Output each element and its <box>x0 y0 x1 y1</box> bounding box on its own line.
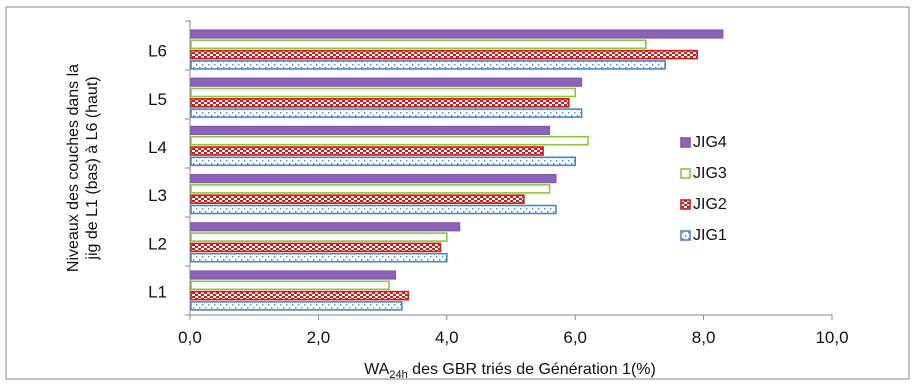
bar-l3-jig4 <box>190 174 557 184</box>
bar-l6-jig1 <box>190 60 666 70</box>
y-tick-label-l5: L5 <box>148 90 167 109</box>
bar-l1-jig3 <box>190 280 390 291</box>
legend-swatch-jig2 <box>680 199 691 210</box>
x-tick-label: 8,0 <box>692 328 716 347</box>
y-tick-label-l1: L1 <box>148 283 167 302</box>
legend-label-jig4: JIG4 <box>693 134 727 151</box>
legend-label-jig1: JIG1 <box>693 227 727 244</box>
x-axis-title-rest: des GBR triés de Génération 1(%) <box>408 361 656 378</box>
y-axis-title-line: Niveaux des couches dans la <box>65 64 82 272</box>
y-axis-title-text: Niveaux des couches dans la jig de L1 (ba… <box>65 64 101 272</box>
y-tick-label-l3: L3 <box>148 186 167 205</box>
bar-l4-jig1 <box>190 156 577 167</box>
x-tick-label: 4,0 <box>435 328 459 347</box>
legend-swatch-jig3 <box>680 168 691 179</box>
x-axis-title: WA24h des GBR triés de Génération 1(%) <box>364 361 656 381</box>
y-tick-label-l4: L4 <box>148 138 167 157</box>
bars-layer <box>190 29 724 311</box>
bar-l1-jig4 <box>190 270 397 280</box>
bar-l2-jig4 <box>190 222 461 232</box>
x-axis-title-text: WA24h des GBR triés de Génération 1(%) <box>364 361 656 381</box>
bar-l4-jig3 <box>190 135 589 146</box>
bar-l4-jig4 <box>190 125 551 136</box>
bar-l2-jig2 <box>190 242 442 253</box>
legend-swatch-jig4 <box>680 137 691 148</box>
y-axis-title-line: jig de L1 (bas) à L6 (haut) <box>84 76 101 260</box>
bar-l5-jig4 <box>190 77 583 87</box>
axes-layer: L1 L2 L3 L4 L5 L6 0,0 2,0 4,0 6,0 8,0 10,0 <box>148 20 849 347</box>
y-tick-label-l6: L6 <box>148 42 167 61</box>
x-tick-label: 10,0 <box>815 328 848 347</box>
bar-l2-jig3 <box>190 232 448 242</box>
bar-l6-jig3 <box>190 39 647 50</box>
legend-label-jig3: JIG3 <box>693 165 727 182</box>
bar-l5-jig2 <box>190 98 570 108</box>
bar-l3-jig2 <box>190 194 525 204</box>
x-tick-label: 2,0 <box>307 328 331 347</box>
x-tick-label: 6,0 <box>563 328 587 347</box>
bar-l6-jig2 <box>190 49 698 60</box>
y-tick-label-l2: L2 <box>148 234 167 253</box>
legend-swatch-jig1 <box>680 230 691 241</box>
bar-l3-jig3 <box>190 184 551 194</box>
bar-l6-jig4 <box>190 29 724 39</box>
bar-l1-jig2 <box>190 290 410 301</box>
bar-l4-jig2 <box>190 146 544 156</box>
legend: JIG4 JIG3 JIG2 JIG1 <box>680 134 727 244</box>
legend-label-jig2: JIG2 <box>693 196 727 213</box>
x-tick-label: 0,0 <box>178 328 202 347</box>
x-axis-title-subscript: 24h <box>389 369 407 381</box>
bar-l5-jig3 <box>190 87 577 98</box>
bar-l5-jig1 <box>190 108 583 118</box>
bar-l2-jig1 <box>190 252 448 263</box>
bar-l1-jig1 <box>190 301 403 311</box>
y-axis-title: Niveaux des couches dans la jig de L1 (ba… <box>65 64 101 272</box>
x-axis-title-main: WA <box>364 361 390 378</box>
bar-l3-jig1 <box>190 204 557 215</box>
